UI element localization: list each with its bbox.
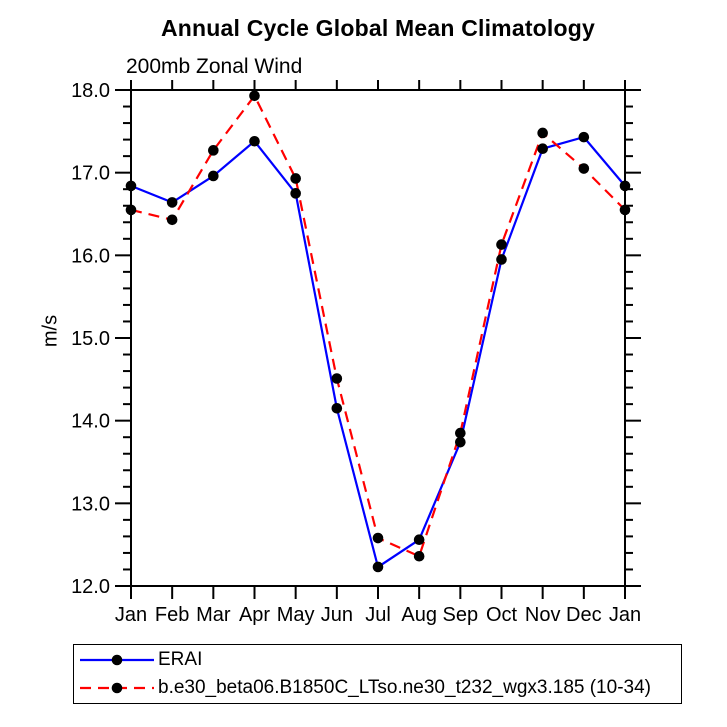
legend-box: ERAI b.e30_beta06.B1850C_LTso.ne30_t232_… <box>73 644 682 704</box>
legend-label-model: b.e30_beta06.B1850C_LTso.ne30_t232_wgx3.… <box>158 677 651 698</box>
x-tick-label: Dec <box>566 604 602 626</box>
erai-data-point <box>208 170 219 182</box>
model-data-point <box>125 204 137 216</box>
y-tick-label: 15.0 <box>71 328 110 350</box>
model-line-sample <box>80 682 154 694</box>
erai-line-sample <box>80 654 154 666</box>
model-data-point <box>331 373 343 384</box>
plot-frame <box>130 89 626 587</box>
model-data-point <box>249 90 260 102</box>
model-data-point <box>537 127 548 139</box>
y-tick-label: 12.0 <box>71 576 110 598</box>
chart-subtitle: 200mb Zonal Wind <box>126 55 303 78</box>
model-series-line <box>130 93 626 558</box>
x-tick-label: Jan <box>115 604 147 626</box>
x-tick-label: Sep <box>443 604 479 626</box>
erai-series-line <box>130 135 626 569</box>
model-data-point <box>372 532 384 544</box>
x-tick-label: Jul <box>365 604 391 626</box>
erai-data-point <box>413 534 425 546</box>
x-tick-label: Jan <box>609 604 641 626</box>
x-tick-label: Nov <box>525 604 561 626</box>
erai-data-point <box>166 197 178 208</box>
model-data-point <box>290 173 301 184</box>
y-tick-label: 16.0 <box>71 245 110 267</box>
legend-label-erai: ERAI <box>158 649 203 670</box>
legend-item-model: b.e30_beta06.B1850C_LTso.ne30_t232_wgx3.… <box>74 674 681 702</box>
model-data-point <box>619 204 631 216</box>
erai-data-point <box>290 188 301 199</box>
model-data-point <box>413 550 425 562</box>
y-tick-label: 14.0 <box>71 411 110 433</box>
erai-key-marker <box>111 654 123 666</box>
y-tick-label: 13.0 <box>71 493 110 515</box>
model-data-point <box>166 214 178 226</box>
x-tick-label: Apr <box>239 604 270 626</box>
erai-data-point <box>249 135 260 147</box>
x-tick-label: Feb <box>155 604 189 626</box>
x-tick-label: May <box>277 604 315 626</box>
model-key-marker <box>111 682 123 694</box>
erai-data-point <box>537 143 548 154</box>
model-data-point <box>455 427 466 439</box>
legend-item-erai: ERAI <box>74 646 681 674</box>
erai-data-point <box>331 402 343 414</box>
erai-data-point <box>372 561 384 573</box>
model-data-point <box>208 145 219 156</box>
erai-data-point <box>578 131 590 143</box>
chart-title: Annual Cycle Global Mean Climatology <box>160 15 596 41</box>
y-tick-label: 18.0 <box>71 80 110 102</box>
erai-data-point <box>455 436 466 448</box>
erai-data-point <box>125 180 137 192</box>
erai-data-point <box>619 180 631 192</box>
x-tick-label: Jun <box>321 604 353 626</box>
y-tick-label: 17.0 <box>71 163 110 185</box>
x-tick-label: Oct <box>486 604 518 626</box>
x-tick-label: Mar <box>196 604 231 626</box>
model-data-point <box>496 239 507 250</box>
x-tick-label: Aug <box>401 604 437 626</box>
model-data-point <box>578 163 590 174</box>
erai-data-point <box>496 254 507 265</box>
